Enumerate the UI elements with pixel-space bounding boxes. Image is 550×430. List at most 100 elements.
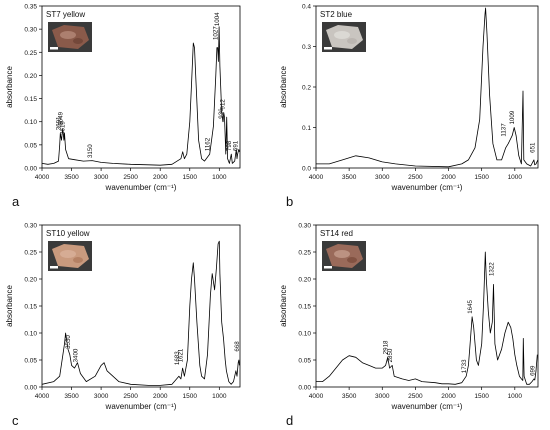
peak-label: 699 [530,365,537,376]
peak-label: 3619 [60,121,67,135]
x-tick-label: 3000 [375,393,390,400]
peak-label: 1645 [467,299,474,313]
scale-bar [50,266,58,269]
x-tick-label: 4000 [309,393,324,400]
x-tick-label: 2000 [153,393,168,400]
peak-label: 651 [530,142,537,153]
x-axis-label: wavenumber (cm⁻¹) [391,183,463,192]
sample-patch [334,250,350,258]
y-tick-label: 0.4 [302,4,311,11]
sample-patch [60,250,76,258]
y-tick-label: 0.00 [24,385,37,392]
panel-title: ST7 yellow [46,10,85,19]
chart-panel-b: 0.0 0.1 0.2 0.3 0.4 4000 3500 3000 2500 2000 1500 1… [279,4,539,209]
peak-label: 3649 [58,111,65,125]
y-tick-label: 0.05 [24,358,37,365]
y-tick-label: 0.35 [24,4,37,11]
panel-title: ST14 red [320,229,353,238]
y-tick-label: 0.25 [24,50,37,57]
y-tick-label: 0.0 [302,166,311,173]
x-tick-label: 3500 [342,174,357,181]
peak-label: 3530 [65,335,72,349]
plot-frame [41,5,241,169]
y-tick-label: 0.20 [24,73,37,80]
peak-label: 1683 [174,351,181,365]
peak-label: 3691 [55,116,62,130]
x-tick-label: 1500 [183,393,198,400]
chart-panel-c: 0.00 0.05 0.10 0.15 0.20 0.25 0.30 4000 3500 3000… [5,223,241,429]
peak-label: 2918 [383,340,390,354]
y-tick-label: 0.20 [298,277,311,284]
x-tick-label: 2500 [123,393,138,400]
peak-label: 1027 [213,26,220,40]
panel-letter: c [12,413,19,428]
scale-bar [324,266,332,269]
y-tick-label: 0.15 [24,304,37,311]
x-tick-label: 3500 [342,393,357,400]
y-tick-label: 0.15 [24,96,37,103]
x-tick-label: 1000 [508,393,523,400]
y-tick-label: 0.30 [24,27,37,34]
x-tick-label: 4000 [309,174,324,181]
peak-label: 2850 [387,348,394,362]
chart-panel-d: 0.00 0.05 0.10 0.15 0.20 0.25 0.30 4000 3500 3000… [279,223,539,428]
y-tick-label: 0.20 [24,277,37,284]
x-tick-label: 3000 [94,174,109,181]
peak-label: 1004 [214,12,221,26]
x-tick-label: 2500 [408,393,423,400]
x-axis-label: wavenumber (cm⁻¹) [105,183,177,192]
y-tick-label: 0.30 [298,223,311,230]
y-tick-label: 0.3 [302,44,311,51]
peak-label: 668 [234,341,241,352]
spectrum-line [316,251,538,385]
peak-label: 936 [218,108,225,119]
y-tick-label: 0.15 [298,304,311,311]
y-tick-label: 0.05 [298,358,311,365]
panel-letter: b [286,194,293,209]
panel-letter: a [12,194,20,209]
y-tick-label: 0.10 [298,331,311,338]
y-tick-label: 0.1 [302,125,311,132]
x-tick-label: 3000 [94,393,109,400]
x-tick-label: 1500 [183,174,198,181]
x-tick-label: 1000 [212,393,227,400]
scale-bar [324,47,332,50]
y-tick-label: 0.2 [302,85,311,92]
x-tick-label: 2000 [153,174,168,181]
x-tick-label: 4000 [35,174,50,181]
y-tick-label: 0.10 [24,331,37,338]
panel-letter: d [286,413,293,428]
peak-label: 3400 [72,348,79,362]
sample-patch [73,38,83,44]
y-tick-label: 0.10 [24,119,37,126]
peak-label: 1621 [178,348,185,362]
sample-patch [347,38,357,44]
sample-patch [60,31,76,39]
y-axis-label: absorbance [279,285,288,327]
peak-label: 1162 [205,137,212,151]
x-axis-label: wavenumber (cm⁻¹) [105,402,177,411]
x-tick-label: 2000 [441,393,456,400]
x-tick-label: 1500 [474,174,489,181]
peak-label: 798 [226,140,233,151]
x-tick-label: 1500 [474,393,489,400]
y-tick-label: 0.30 [24,223,37,230]
peak-label: 3150 [87,144,94,158]
peak-label: 691 [233,140,240,151]
peak-label: 1322 [488,262,495,276]
peak-label: 1137 [501,123,508,137]
spectrum-line [316,7,539,168]
y-tick-label: 0.00 [298,385,311,392]
x-tick-label: 2500 [123,174,138,181]
y-tick-label: 0.05 [24,142,37,149]
x-axis-label: wavenumber (cm⁻¹) [391,402,463,411]
sample-patch [73,257,83,263]
x-tick-label: 3000 [375,174,390,181]
panel-title: ST2 blue [320,10,353,19]
spectrum-line [41,26,240,166]
y-axis-label: absorbance [5,66,14,108]
x-tick-label: 1000 [508,174,523,181]
x-tick-label: 3500 [64,174,79,181]
x-tick-label: 4000 [35,393,50,400]
